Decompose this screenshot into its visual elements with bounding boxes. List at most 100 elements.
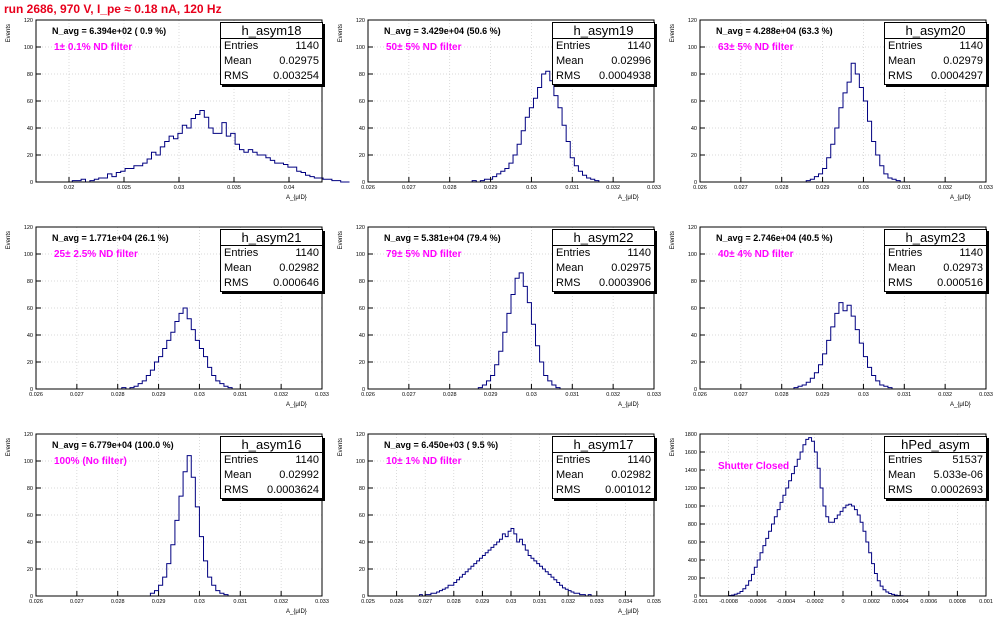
histogram-series xyxy=(477,272,561,389)
y-tick-label: 40 xyxy=(359,540,365,546)
stats-key: Entries xyxy=(224,454,259,466)
y-tick-label: 40 xyxy=(359,126,365,132)
stats-value: 0.02982 xyxy=(279,262,319,274)
y-tick-label: 100 xyxy=(356,45,365,51)
y-tick-label: 120 xyxy=(688,18,697,24)
y-tick-label: 80 xyxy=(691,279,697,285)
y-axis-label: Events xyxy=(670,231,676,249)
y-tick-label: 0 xyxy=(30,180,33,186)
filter-label: 25± 2.5% ND filter xyxy=(54,249,138,260)
stats-value: 1140 xyxy=(295,454,319,466)
y-tick-label: 20 xyxy=(359,360,365,366)
histogram-pad-h_asym23: 0.026 0.027 0.028 0.029 0.03 0.031 0.032 0.033 0… xyxy=(664,207,996,414)
y-tick-label: 0 xyxy=(362,594,365,600)
stats-value: 0.0002693 xyxy=(931,484,983,496)
y-tick-label: 80 xyxy=(27,279,33,285)
y-tick-label: 40 xyxy=(359,333,365,339)
x-tick-label: 0.032 xyxy=(274,599,288,605)
y-tick-label: 60 xyxy=(359,306,365,312)
y-tick-label: 0 xyxy=(694,180,697,186)
histogram-plot: -0.001 -0.0008 -0.0006 -0.0004 -0.0002 0 0.000… xyxy=(670,432,993,605)
y-tick-label: 60 xyxy=(27,306,33,312)
y-tick-label: 120 xyxy=(356,18,365,24)
x-tick-label: 0.03 xyxy=(506,599,517,605)
y-tick-label: 80 xyxy=(691,72,697,78)
x-tick-label: 0.028 xyxy=(111,392,125,398)
filter-label: 50± 5% ND filter xyxy=(386,42,462,53)
x-axis-label: A_{μID} xyxy=(618,195,639,201)
stats-value: 0.02975 xyxy=(279,55,319,67)
x-tick-label: 0.031 xyxy=(565,185,579,191)
x-tick-label: 0.03 xyxy=(174,185,185,191)
x-tick-label: 0.031 xyxy=(533,599,547,605)
stats-box: h_asym16 Entries 1140 Mean 0.02992 RMS 0.00036… xyxy=(220,436,323,499)
stats-value: 0.003254 xyxy=(273,70,319,82)
x-axis-label: A_{μID} xyxy=(950,402,971,408)
x-tick-label: 0.028 xyxy=(443,185,457,191)
stats-value: 51537 xyxy=(952,454,983,466)
stats-row: RMS 0.001012 xyxy=(553,483,654,498)
stats-key: Entries xyxy=(556,247,591,259)
x-tick-label: 0.028 xyxy=(447,599,461,605)
stats-key: Entries xyxy=(888,247,923,259)
x-tick-label: 0.027 xyxy=(70,392,84,398)
y-tick-label: 1400 xyxy=(685,468,697,474)
stats-key: Entries xyxy=(888,40,923,52)
histogram-series xyxy=(471,70,600,183)
x-tick-label: 0.032 xyxy=(938,392,952,398)
histogram-name: h_asym18 xyxy=(221,23,322,39)
navg-label: N_avg = 1.771e+04 (26.1 %) xyxy=(52,233,169,243)
y-tick-label: 0 xyxy=(362,387,365,393)
x-tick-label: 0.03 xyxy=(194,599,205,605)
filter-label: Shutter Closed xyxy=(718,461,790,472)
x-axis-label: A_{μID} xyxy=(286,402,307,408)
y-tick-label: 100 xyxy=(356,459,365,465)
x-tick-label: 0.0008 xyxy=(949,599,966,605)
navg-label: N_avg = 3.429e+04 (50.6 %) xyxy=(384,26,501,36)
stats-box: h_asym17 Entries 1140 Mean 0.02982 RMS 0.00101… xyxy=(552,436,655,499)
x-tick-label: 0.03 xyxy=(194,392,205,398)
stats-row: RMS 0.0004297 xyxy=(885,69,986,84)
x-tick-label: 0.026 xyxy=(29,599,43,605)
y-tick-label: 120 xyxy=(356,225,365,231)
stats-key: Mean xyxy=(224,55,252,67)
x-tick-label: 0.032 xyxy=(606,392,620,398)
histogram-series xyxy=(793,302,893,389)
y-tick-label: 100 xyxy=(688,45,697,51)
navg-label: N_avg = 6.394e+02 ( 0.9 %) xyxy=(52,26,167,36)
stats-key: RMS xyxy=(888,70,913,82)
stats-key: Mean xyxy=(556,469,584,481)
x-tick-label: 0.032 xyxy=(561,599,575,605)
stats-row: Mean 0.02973 xyxy=(885,261,986,276)
stats-row: Entries 51537 xyxy=(885,453,986,468)
stats-row: Entries 1140 xyxy=(553,453,654,468)
y-axis-label: Events xyxy=(670,438,676,456)
stats-value: 1140 xyxy=(295,40,319,52)
x-tick-label: 0.025 xyxy=(117,185,131,191)
stats-box: h_asym22 Entries 1140 Mean 0.02975 RMS 0.00039… xyxy=(552,229,655,292)
y-tick-label: 100 xyxy=(356,252,365,258)
y-tick-label: 0 xyxy=(694,387,697,393)
y-tick-label: 120 xyxy=(688,225,697,231)
x-tick-label: 0.03 xyxy=(858,185,869,191)
x-tick-label: 0.033 xyxy=(647,185,661,191)
stats-key: Entries xyxy=(556,40,591,52)
x-tick-label: 0.03 xyxy=(526,392,537,398)
x-tick-label: 0.027 xyxy=(70,599,84,605)
x-tick-label: 0.027 xyxy=(734,185,748,191)
stats-key: Entries xyxy=(224,247,259,259)
x-tick-label: -0.0004 xyxy=(776,599,795,605)
stats-key: Entries xyxy=(224,40,259,52)
y-tick-label: 0 xyxy=(694,594,697,600)
x-tick-label: 0.0002 xyxy=(863,599,880,605)
x-tick-label: 0.029 xyxy=(816,185,830,191)
stats-value: 1140 xyxy=(627,454,651,466)
filter-label: 10± 1% ND filter xyxy=(386,456,462,467)
x-tick-label: 0.029 xyxy=(484,392,498,398)
histogram-pad-hPed_asym: -0.001 -0.0008 -0.0006 -0.0004 -0.0002 0 0.000… xyxy=(664,414,996,621)
y-tick-label: 60 xyxy=(27,99,33,105)
y-tick-label: 40 xyxy=(27,540,33,546)
x-axis-label: A_{μID} xyxy=(286,195,307,201)
y-tick-label: 40 xyxy=(691,126,697,132)
x-tick-label: 0.027 xyxy=(418,599,432,605)
